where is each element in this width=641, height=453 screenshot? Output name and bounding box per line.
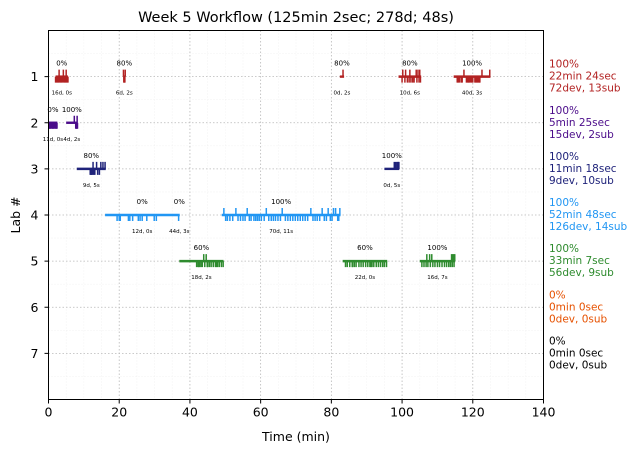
y-axis-label: Lab # bbox=[8, 196, 23, 233]
session-info-label: 0d, 5s bbox=[383, 183, 400, 189]
x-tick-label: 140 bbox=[532, 405, 556, 420]
session-percent-label: 0% bbox=[174, 198, 185, 206]
x-tick-label: 20 bbox=[111, 405, 127, 420]
lab-summary-line: 5min 25sec bbox=[549, 117, 610, 129]
session-info-label: 6d, 2s bbox=[116, 91, 133, 97]
lab-summary-line: 100% bbox=[549, 151, 579, 163]
lab-summary-line: 0min 0sec bbox=[549, 301, 603, 313]
y-tick-label: 4 bbox=[31, 208, 39, 223]
y-tick-label: 7 bbox=[31, 346, 39, 361]
x-tick-label: 80 bbox=[323, 405, 339, 420]
session-percent-label: 80% bbox=[334, 60, 350, 68]
session-info-label: 11d, 0s bbox=[43, 137, 63, 143]
lab-summary-line: 11min 18sec bbox=[549, 163, 617, 175]
session-percent-label: 60% bbox=[357, 244, 373, 252]
session-info-label: 4d, 2s bbox=[63, 137, 80, 143]
lab-summary-line: 56dev, 9sub bbox=[549, 267, 614, 279]
session-percent-label: 100% bbox=[427, 244, 447, 252]
x-tick-label: 100 bbox=[390, 405, 414, 420]
session-info-label: 0d, 2s bbox=[334, 91, 351, 97]
session-info-label: 16d, 0s bbox=[52, 91, 72, 97]
session-info-label: 12d, 0s bbox=[132, 229, 152, 235]
y-tick-label: 3 bbox=[31, 161, 39, 176]
x-tick-label: 60 bbox=[253, 405, 269, 420]
lab-summary-line: 0% bbox=[549, 289, 566, 301]
lab-summary-line: 52min 48sec bbox=[549, 209, 617, 221]
x-tick-label: 0 bbox=[45, 405, 53, 420]
lab-summary-line: 0% bbox=[549, 335, 566, 347]
lab-summary-line: 0dev, 0sub bbox=[549, 313, 608, 325]
lab-summary-line: 100% bbox=[549, 197, 579, 209]
x-tick-label: 120 bbox=[461, 405, 485, 420]
axis-layer: 0 20 40 60 80 100 120 140 1 2 3 4 5 6 7 bbox=[31, 69, 556, 419]
session-info-label: 44d, 3s bbox=[169, 229, 189, 235]
chart-title: Week 5 Workflow (125min 2sec; 278d; 48s) bbox=[138, 10, 454, 26]
session-percent-label: 0% bbox=[56, 60, 67, 68]
session-percent-label: 80% bbox=[84, 152, 100, 160]
session-percent-label: 0% bbox=[47, 106, 58, 114]
session-info-label: 16d, 7s bbox=[427, 275, 447, 281]
session-percent-label: 80% bbox=[117, 60, 133, 68]
session-info-label: 18d, 2s bbox=[191, 275, 211, 281]
x-axis-label: Time (min) bbox=[261, 429, 330, 444]
session-percent-label: 100% bbox=[382, 152, 402, 160]
lab-summary-line: 100% bbox=[549, 59, 579, 71]
session-info-label: 9d, 5s bbox=[83, 183, 100, 189]
y-tick-label: 2 bbox=[31, 115, 39, 130]
session-info-label: 70d, 11s bbox=[269, 229, 293, 235]
lab-summary-line: 100% bbox=[549, 243, 579, 255]
session-percent-label: 60% bbox=[194, 244, 210, 252]
session-percent-label: 100% bbox=[271, 198, 291, 206]
session-percent-label: 0% bbox=[137, 198, 148, 206]
session-percent-label: 100% bbox=[62, 106, 82, 114]
lab-summary-line: 9dev, 10sub bbox=[549, 175, 614, 187]
session-info-label: 22d, 0s bbox=[355, 275, 375, 281]
y-tick-label: 1 bbox=[31, 69, 39, 84]
lab-summary-line: 33min 7sec bbox=[549, 255, 610, 267]
lab-summary-line: 0dev, 0sub bbox=[549, 359, 608, 371]
lab-summary-line: 22min 24sec bbox=[549, 71, 617, 83]
lab-summary-line: 126dev, 14sub bbox=[549, 221, 628, 233]
lab-summary-line: 100% bbox=[549, 105, 579, 117]
session-info-label: 40d, 3s bbox=[462, 91, 482, 97]
lab-summary-line: 72dev, 13sub bbox=[549, 83, 621, 95]
session-info-label: 10d, 6s bbox=[400, 91, 420, 97]
session-percent-label: 100% bbox=[462, 60, 482, 68]
x-tick-label: 40 bbox=[182, 405, 198, 420]
y-tick-label: 6 bbox=[31, 300, 39, 315]
lab-summary-line: 0min 0sec bbox=[549, 347, 603, 359]
lab-summary-line: 15dev, 2sub bbox=[549, 129, 614, 141]
session-percent-label: 80% bbox=[402, 60, 418, 68]
data-layer: 0% 16d, 0s 80% 6d, 2s 80% 0d, 2s 80% 10d, 6s 100… bbox=[43, 60, 491, 281]
y-tick-label: 5 bbox=[31, 254, 39, 269]
